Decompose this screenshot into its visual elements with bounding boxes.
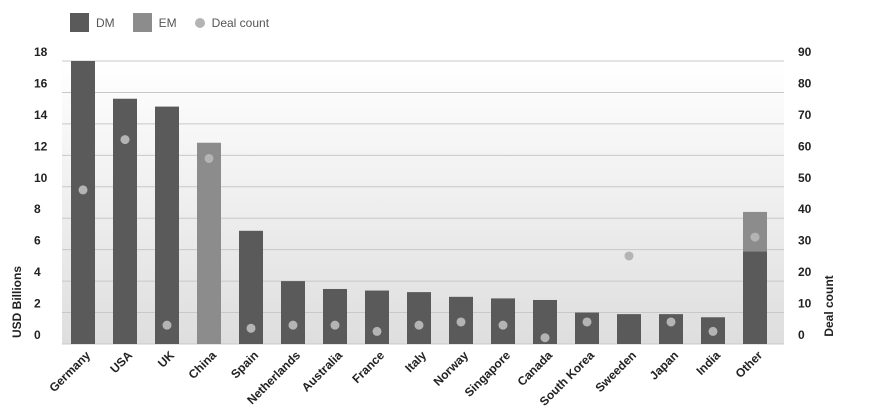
legend-item-dm: DM <box>70 13 115 32</box>
y2-tick-label: 40 <box>798 202 812 216</box>
category-label: Other <box>733 348 766 381</box>
deal-count-point <box>750 232 760 242</box>
deal-count-point <box>540 333 550 343</box>
category-label: Australia <box>299 348 345 394</box>
y2-tick-label: 80 <box>798 76 812 90</box>
bar-dm <box>155 106 179 344</box>
y2-axis-title: Deal count <box>822 275 836 336</box>
y-tick-label: 14 <box>34 108 48 122</box>
y2-tick-label: 0 <box>798 328 805 342</box>
legend-item-em: EM <box>132 13 177 32</box>
bar-dm <box>71 61 95 344</box>
deal-count-point <box>330 320 340 330</box>
deal-count-point <box>582 317 592 327</box>
y2-tick-label: 20 <box>798 265 812 279</box>
y-tick-label: 10 <box>34 171 48 185</box>
category-label: Germany <box>46 348 93 395</box>
y-tick-label: 6 <box>34 234 41 248</box>
bar-dm <box>617 314 641 344</box>
category-label: Canada <box>515 348 556 389</box>
legend-dot-deal-count <box>194 17 205 28</box>
category-label: Sweeden <box>592 348 639 395</box>
deal-count-point <box>666 317 676 327</box>
deal-count-point <box>498 320 508 330</box>
bar-dm <box>281 281 305 344</box>
bar-dm <box>743 251 767 344</box>
y-tick-label: 16 <box>34 76 48 90</box>
deal-count-point <box>624 251 634 261</box>
y2-tick-label: 10 <box>798 297 812 311</box>
category-labels: Germany USA UK China SpainNetherlandsAustral… <box>46 348 765 409</box>
y-tick-label: 12 <box>34 139 48 153</box>
bars <box>71 61 767 344</box>
y-tick-label: 18 <box>34 45 48 59</box>
deal-count-point <box>708 326 718 336</box>
category-label: Singapore <box>462 348 514 400</box>
legend-label-deal-count: Deal count <box>211 15 270 30</box>
deal-count-point <box>414 320 424 330</box>
chart-legend: DM EM Deal count <box>70 13 287 32</box>
category-label: USA <box>107 348 135 376</box>
deal-count-point <box>204 153 214 163</box>
bar-dm <box>407 292 431 344</box>
y-tick-label: 0 <box>34 328 41 342</box>
category-label: France <box>349 348 387 386</box>
legend-label-dm: DM <box>96 15 115 30</box>
y-axis-title: USD Billions <box>10 266 24 338</box>
bar-em <box>743 211 767 252</box>
y2-tick-label: 70 <box>798 108 812 122</box>
y2-tick-label: 50 <box>798 171 812 185</box>
legend-label-em: EM <box>158 15 177 30</box>
category-label: Italy <box>402 348 429 375</box>
category-label: China <box>186 348 220 382</box>
category-label: Spain <box>228 348 261 381</box>
bar-dm <box>575 312 599 344</box>
y2-tick-label: 30 <box>798 234 812 248</box>
deal-count-point <box>162 320 172 330</box>
y2-tick-label: 60 <box>798 139 812 153</box>
deal-count-point <box>372 326 382 336</box>
bar-dm <box>323 288 347 344</box>
y-tick-label: 2 <box>34 297 41 311</box>
bar-em <box>197 142 221 344</box>
deal-count-point <box>456 317 466 327</box>
y-tick-label: 8 <box>34 202 41 216</box>
category-label: India <box>693 348 723 378</box>
y-tick-label: 4 <box>34 265 41 279</box>
category-label: Japan <box>647 348 681 382</box>
deal-count-points <box>78 135 760 343</box>
legend-item-deal-count: Deal count <box>194 15 270 30</box>
category-label: Norway <box>431 348 472 389</box>
deal-count-point <box>246 323 256 333</box>
bar-dm <box>365 290 389 344</box>
legend-swatch-dm <box>70 13 89 32</box>
legend-swatch-em <box>132 13 152 32</box>
deal-count-point <box>78 185 88 195</box>
axis-ticks: 0 2 4 6 8 10 12 14 16 18 0 10 20 30 40 50 60 70 80 90 <box>34 45 812 342</box>
category-label: UK <box>155 348 177 370</box>
deal-count-point <box>120 135 130 145</box>
y2-tick-label: 90 <box>798 45 812 59</box>
deal-count-point <box>288 320 298 330</box>
